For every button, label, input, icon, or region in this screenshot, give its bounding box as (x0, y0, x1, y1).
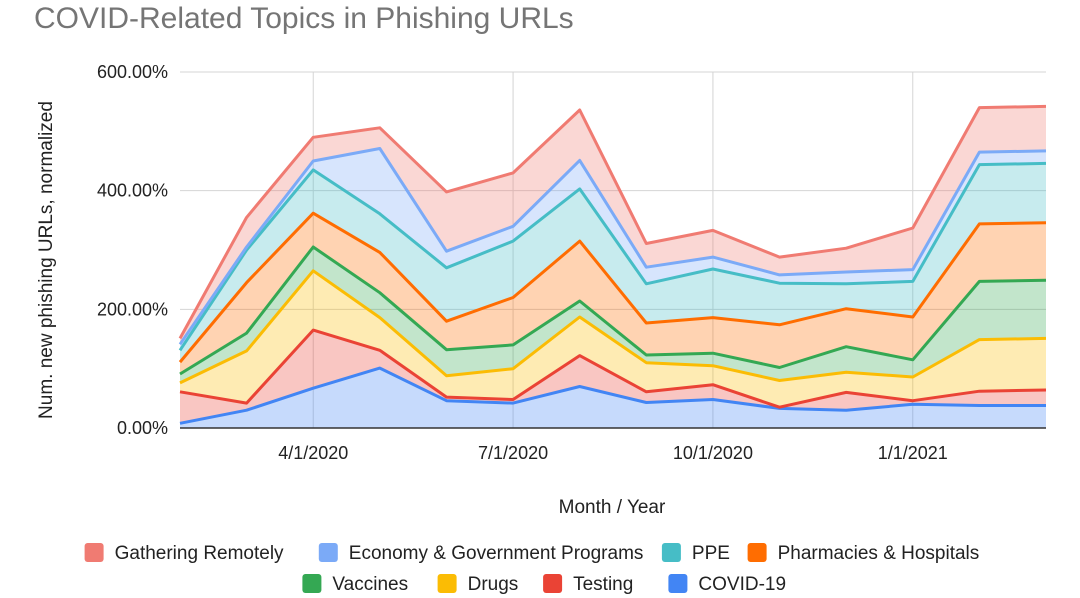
legend-swatch-ppe (661, 543, 681, 562)
series-lines (178, 104, 1047, 425)
legend-swatch-pharmacies-and-hospitals (747, 543, 767, 562)
y-tick-label: 600.00% (97, 62, 168, 82)
x-tick-label: 4/1/2020 (278, 443, 348, 463)
x-tick-label: 1/1/2021 (878, 443, 948, 463)
axes: 0.00% 200.00% 400.00% 600.00% 4/1/2020 7/1/20… (97, 62, 1046, 463)
legend-label-drugs: Drugs (468, 574, 519, 595)
legend-swatch-testing (543, 574, 563, 593)
legend-swatch-covid-19 (668, 574, 688, 593)
area-testing (180, 330, 1046, 424)
legend-swatch-economy-and-government-programs (318, 543, 338, 562)
line-vaccines (179, 245, 1047, 376)
legend: Gathering Remotely Economy & Government P… (84, 543, 980, 595)
chart-title: COVID-Related Topics in Phishing URLs (34, 2, 574, 35)
legend-label-economy-and-government-programs: Economy & Government Programs (349, 543, 644, 564)
line-drugs (179, 269, 1047, 385)
y-tick-label: 200.00% (97, 299, 168, 319)
legend-label-covid-19: COVID-19 (698, 574, 786, 595)
line-covid-19 (179, 366, 1046, 425)
x-tick-label: 10/1/2020 (673, 443, 753, 463)
legend-label-pharmacies-and-hospitals: Pharmacies & Hospitals (778, 543, 980, 564)
line-gathering-remotely (178, 104, 1047, 340)
x-tick-label: 7/1/2020 (478, 443, 548, 463)
gridlines (180, 71, 1046, 428)
line-economy-and-government-programs (178, 147, 1047, 346)
x-axis-label: Month / Year (559, 497, 666, 518)
area-gathering-remotely (180, 106, 1046, 345)
stacked-areas (180, 106, 1046, 428)
y-axis-label: Num. new phishing URLs, normalized (36, 101, 57, 419)
line-pharmacies-and-hospitals (178, 211, 1047, 364)
area-economy-and-government-programs (180, 148, 1046, 351)
area-covid-19 (180, 368, 1046, 428)
y-tick-label: 0.00% (117, 418, 168, 438)
legend-swatch-drugs (437, 574, 457, 593)
legend-label-vaccines: Vaccines (332, 574, 408, 595)
line-testing (179, 328, 1047, 409)
legend-label-ppe: PPE (692, 543, 730, 564)
legend-label-gathering-remotely: Gathering Remotely (115, 543, 284, 564)
line-ppe (178, 161, 1047, 352)
area-pharmacies-and-hospitals (180, 213, 1046, 374)
legend-swatch-gathering-remotely (84, 543, 104, 562)
legend-swatch-vaccines (302, 574, 322, 593)
y-tick-label: 400.00% (97, 181, 168, 201)
legend-label-testing: Testing (573, 574, 633, 595)
